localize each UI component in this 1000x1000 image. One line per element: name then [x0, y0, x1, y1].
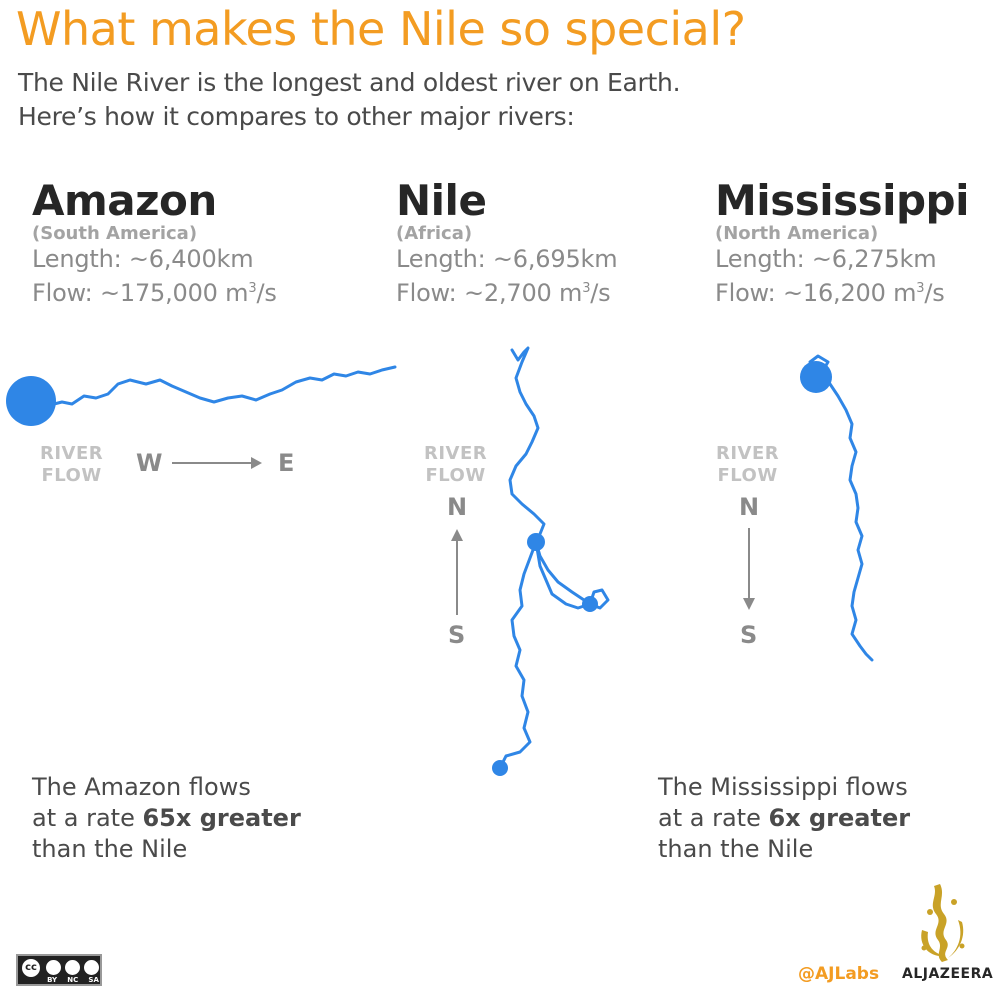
mississippi-river-flow-label: RIVER FLOW	[716, 443, 780, 486]
mississippi-source-dot	[800, 361, 832, 393]
south-arrow	[743, 528, 755, 610]
nile-length: Length: ~6,695km	[396, 245, 618, 273]
mississippi-comparison-note: The Mississippi flows at a rate 6x great…	[658, 773, 911, 863]
nile-river-flow-label: RIVER FLOW	[424, 443, 488, 486]
mississippi-length: Length: ~6,275km	[715, 245, 937, 273]
nile-confluence-dot	[527, 533, 545, 551]
nile-info: Nile (Africa) Length: ~6,695km Flow: ~2,…	[396, 176, 618, 308]
amazon-mouth-dot	[6, 376, 56, 426]
nile-south-label: S	[448, 621, 466, 649]
mississippi-region: (North America)	[715, 223, 879, 244]
nile-north-label: N	[447, 493, 468, 521]
mississippi-info: Mississippi (North America) Length: ~6,2…	[715, 176, 970, 308]
mississippi-flow: Flow: ~16,200 m3/s	[715, 279, 945, 307]
sa-icon	[84, 960, 99, 975]
nile-flow: Flow: ~2,700 m3/s	[396, 279, 611, 307]
page-title: What makes the Nile so special?	[16, 2, 746, 56]
amazon-river-path	[29, 365, 397, 407]
amazon-info: Amazon (South America) Length: ~6,400km …	[32, 176, 277, 308]
amazon-river-flow-label: RIVER FLOW	[40, 443, 104, 486]
mississippi-south-label: S	[740, 621, 758, 649]
subtitle-line-2: Here’s how it compares to other major ri…	[18, 102, 575, 131]
aljazeera-brand: ALJAZEERA	[902, 966, 994, 982]
page-subtitle: The Nile River is the longest and oldest…	[18, 66, 681, 134]
ajlabs-handle: @AJLabs	[798, 964, 880, 984]
nile-lake-dot	[582, 596, 598, 612]
mississippi-north-label: N	[739, 493, 760, 521]
amazon-region: (South America)	[32, 223, 198, 244]
east-label: E	[278, 449, 295, 477]
west-east-arrow	[172, 457, 262, 469]
north-arrow	[451, 529, 463, 615]
nile-region: (Africa)	[396, 223, 473, 244]
amazon-comparison-note: The Amazon flows at a rate 65x greater t…	[32, 773, 301, 863]
nile-name: Nile	[396, 176, 487, 225]
sa-label: SA	[88, 976, 99, 984]
nc-label: NC	[67, 976, 79, 984]
nc-icon	[65, 960, 80, 975]
mississippi-name: Mississippi	[715, 176, 970, 225]
nile-river-path	[498, 346, 610, 770]
cc-icon: cc	[22, 959, 40, 977]
subtitle-line-1: The Nile River is the longest and oldest…	[18, 68, 681, 97]
by-label: BY	[47, 976, 58, 984]
west-label: W	[136, 449, 163, 477]
amazon-length: Length: ~6,400km	[32, 245, 254, 273]
nile-source-dot	[492, 760, 508, 776]
amazon-flow: Flow: ~175,000 m3/s	[32, 279, 277, 307]
creative-commons-badge: cc BY NC SA	[16, 954, 102, 986]
amazon-name: Amazon	[32, 176, 217, 225]
by-icon	[46, 960, 61, 975]
